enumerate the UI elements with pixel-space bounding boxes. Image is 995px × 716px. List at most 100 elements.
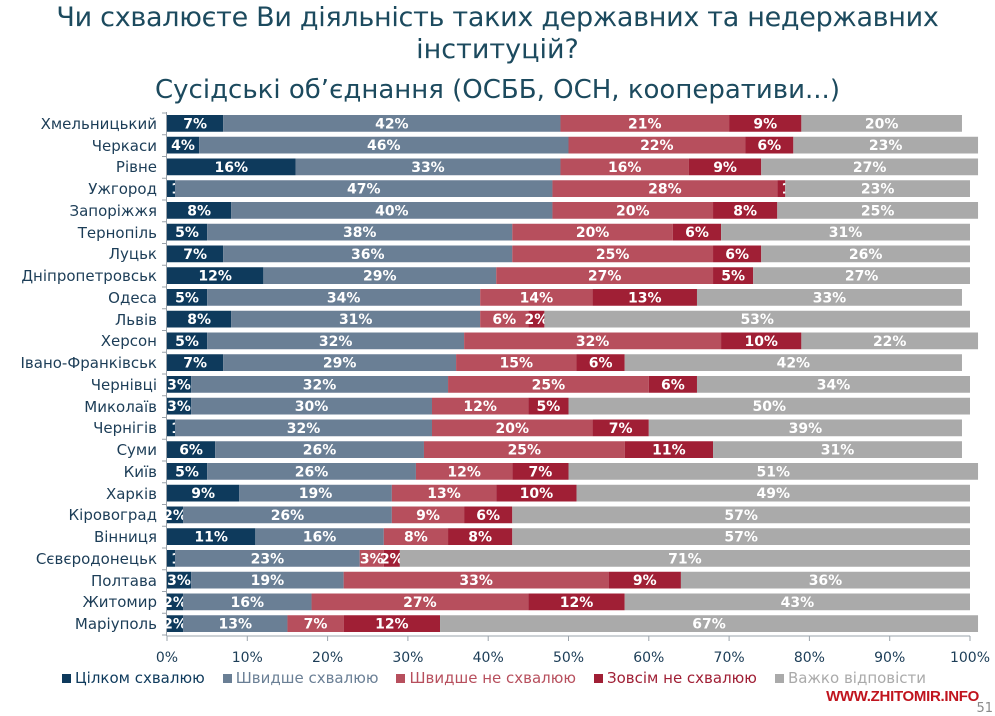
bar-segment	[191, 376, 449, 393]
bar-segment	[311, 593, 529, 611]
data-label: 6%	[179, 443, 203, 459]
bar-segment	[399, 550, 970, 567]
bar-segment	[753, 267, 970, 284]
data-label: 40%	[375, 203, 409, 219]
data-label: 7%	[609, 421, 633, 437]
data-label: 23%	[861, 182, 895, 198]
legend-item: Швидше схвалюю	[222, 669, 378, 687]
data-label: 6%	[725, 247, 749, 263]
data-label: 23%	[869, 138, 903, 154]
data-label: 4%	[171, 138, 195, 154]
data-label: 22%	[873, 334, 907, 350]
bar-segment	[440, 615, 979, 632]
data-label: 12%	[447, 464, 481, 480]
category-label: Київ	[123, 462, 157, 481]
bar-segment	[512, 528, 970, 545]
bar-segment	[680, 571, 970, 589]
bar-segment	[512, 463, 569, 480]
data-label: 49%	[757, 486, 791, 502]
bar-segment	[544, 310, 970, 328]
bar-segment	[777, 202, 979, 219]
bar-segment	[713, 202, 778, 219]
bar-segment	[576, 354, 625, 371]
data-label: 9%	[416, 508, 440, 524]
legend-item: Швидше не схвалюю	[396, 669, 576, 687]
data-label: 25%	[861, 203, 895, 219]
bar-segment	[343, 615, 441, 632]
bar-segment	[191, 397, 432, 415]
category-label: Полтава	[90, 571, 157, 590]
category-label: Івано-Франківськ	[20, 354, 157, 373]
data-label: 11%	[194, 530, 228, 546]
data-label: 7%	[529, 464, 553, 480]
data-label: 67%	[692, 617, 726, 633]
data-label: 19%	[299, 486, 333, 502]
data-label: 20%	[616, 203, 650, 219]
bar-segment	[167, 506, 184, 524]
data-label: 5%	[175, 225, 199, 241]
bar-segment	[239, 484, 392, 502]
bar-segment	[183, 506, 392, 524]
category-label: Хмельницький	[40, 114, 157, 133]
bar-segment	[721, 223, 970, 241]
category-label: Миколаїв	[84, 397, 157, 416]
bar-segment	[801, 115, 962, 132]
bar-segment	[448, 528, 513, 545]
data-label: 7%	[304, 617, 328, 633]
data-label: 2%	[163, 617, 187, 633]
x-tick-label: 70%	[713, 650, 745, 666]
data-label: 8%	[468, 530, 492, 546]
data-label: 6%	[661, 377, 685, 393]
bar-segment	[648, 376, 697, 393]
data-label: 6%	[589, 356, 613, 372]
data-label: 10%	[744, 334, 778, 350]
x-tick-label: 30%	[392, 650, 424, 666]
bar-segment	[415, 463, 513, 480]
data-label: 12%	[375, 617, 409, 633]
bar-segment	[568, 463, 979, 480]
data-label: 51%	[757, 464, 791, 480]
data-label: 19%	[251, 573, 285, 589]
bar-segment	[343, 571, 609, 589]
bar-segment	[713, 441, 962, 458]
category-label: Кіровоград	[68, 506, 158, 525]
bar-segment	[785, 180, 970, 197]
bar-segment	[624, 354, 962, 371]
bar-segment	[480, 289, 593, 306]
data-label: 15%	[500, 356, 534, 372]
bar-segment	[801, 332, 979, 350]
bar-segment	[624, 593, 970, 611]
x-tick-label: 40%	[472, 650, 504, 666]
data-label: 33%	[411, 160, 445, 176]
bar-segment	[231, 202, 553, 219]
bar-segment	[191, 571, 344, 589]
data-label: 33%	[813, 290, 847, 306]
bar-segment	[383, 550, 400, 567]
data-label: 30%	[295, 399, 329, 415]
data-label: 6%	[476, 508, 500, 524]
data-label: 32%	[319, 334, 353, 350]
legend-label: Зовсім не схвалюю	[607, 669, 757, 687]
data-label: 16%	[231, 595, 265, 611]
data-label: 3%	[167, 377, 191, 393]
bar-segment	[231, 310, 481, 328]
bar-segment	[167, 441, 216, 458]
x-tick-label: 100%	[949, 650, 991, 666]
category-label: Черкаси	[91, 136, 157, 155]
x-tick-label: 60%	[633, 650, 665, 666]
bar-segment	[167, 310, 232, 328]
legend-item: Зовсім не схвалюю	[594, 669, 757, 687]
bar-segment	[560, 115, 730, 132]
category-label: Ужгород	[88, 180, 157, 199]
category-label: Чернівці	[90, 375, 157, 394]
chart-title-line1: Чи схвалюєте Ви діяльність таких державн…	[56, 2, 939, 33]
bar-segment	[255, 528, 384, 545]
category-label: Житомир	[82, 593, 157, 612]
data-label: 12%	[560, 595, 594, 611]
bar-segment	[431, 419, 593, 437]
x-tick-label: 80%	[793, 650, 825, 666]
bar-segment	[480, 310, 529, 328]
bar-segment	[167, 463, 208, 480]
category-label: Суми	[116, 441, 157, 460]
data-label: 6%	[685, 225, 709, 241]
